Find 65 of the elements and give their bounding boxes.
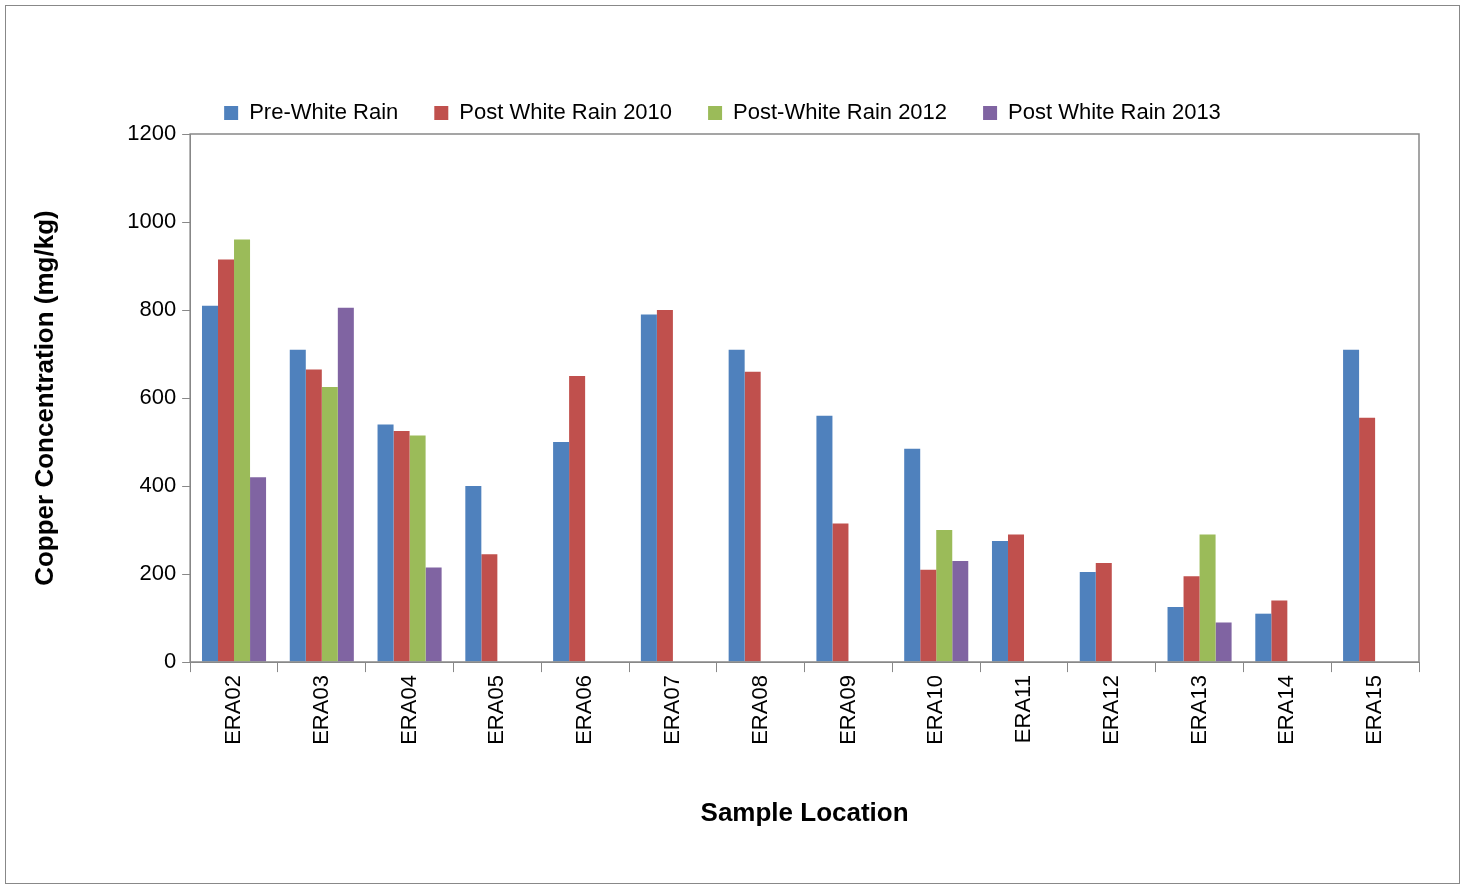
bar bbox=[656, 310, 673, 662]
x-tick-label: ERA13 bbox=[1185, 675, 1211, 745]
bar bbox=[640, 314, 657, 662]
bar bbox=[465, 486, 482, 662]
bar bbox=[936, 530, 953, 662]
x-tick-label: ERA15 bbox=[1361, 675, 1387, 745]
x-tick-label: ERA09 bbox=[834, 675, 860, 745]
bar bbox=[1255, 613, 1272, 662]
x-axis-title: Sample Location bbox=[700, 796, 909, 827]
bar bbox=[250, 477, 267, 662]
y-tick-label: 800 bbox=[139, 296, 177, 322]
bar bbox=[425, 567, 442, 662]
bar bbox=[569, 376, 586, 662]
bar bbox=[393, 431, 410, 662]
bar bbox=[1343, 349, 1360, 662]
legend-label: Post White Rain 2013 bbox=[1008, 99, 1221, 125]
bar bbox=[1359, 417, 1376, 662]
bar bbox=[920, 569, 937, 662]
bar bbox=[991, 541, 1008, 662]
x-tick-label: ERA11 bbox=[1010, 675, 1036, 744]
y-tick-label: 0 bbox=[163, 648, 177, 674]
x-tick-label: ERA14 bbox=[1273, 675, 1299, 745]
x-tick-label: ERA05 bbox=[483, 675, 509, 745]
legend-label: Post-White Rain 2012 bbox=[733, 99, 948, 125]
bar bbox=[201, 305, 219, 662]
bar bbox=[1199, 534, 1216, 662]
y-axis-title: Copper Concentration (mg/kg) bbox=[28, 210, 59, 586]
bar bbox=[1271, 600, 1288, 662]
bar bbox=[744, 371, 761, 662]
bar bbox=[337, 307, 354, 662]
bar bbox=[832, 523, 849, 662]
bar bbox=[481, 554, 498, 662]
legend-label: Post White Rain 2010 bbox=[459, 99, 673, 125]
x-tick-label: ERA04 bbox=[395, 675, 421, 745]
x-tick-label: ERA08 bbox=[746, 675, 772, 745]
bar bbox=[904, 448, 921, 662]
bar bbox=[321, 387, 338, 662]
x-tick-label: ERA10 bbox=[922, 675, 948, 745]
bar bbox=[218, 259, 235, 662]
legend-label: Pre-White Rain bbox=[249, 99, 399, 125]
y-tick-label: 1200 bbox=[127, 120, 177, 146]
bar bbox=[1007, 534, 1025, 662]
y-tick-label: 200 bbox=[139, 560, 177, 586]
bar bbox=[1095, 563, 1112, 662]
bar bbox=[234, 239, 251, 662]
y-tick-label: 400 bbox=[139, 472, 177, 498]
bar bbox=[1167, 607, 1184, 662]
bar bbox=[816, 415, 833, 662]
bar bbox=[409, 435, 426, 662]
x-tick-label: ERA12 bbox=[1097, 675, 1123, 745]
bar bbox=[728, 349, 745, 662]
bar bbox=[1215, 622, 1232, 662]
bar bbox=[377, 424, 394, 662]
bar bbox=[289, 349, 306, 662]
x-tick-label: ERA03 bbox=[307, 675, 333, 745]
x-tick-label: ERA06 bbox=[571, 675, 597, 745]
bar bbox=[952, 560, 969, 662]
y-tick-label: 600 bbox=[139, 384, 177, 410]
y-tick-label: 1000 bbox=[127, 208, 177, 234]
bar bbox=[305, 369, 322, 662]
x-tick-label: ERA02 bbox=[220, 675, 246, 745]
bar bbox=[1079, 571, 1096, 662]
bar bbox=[1183, 576, 1200, 662]
x-tick-label: ERA07 bbox=[658, 675, 684, 745]
bar bbox=[553, 442, 570, 662]
